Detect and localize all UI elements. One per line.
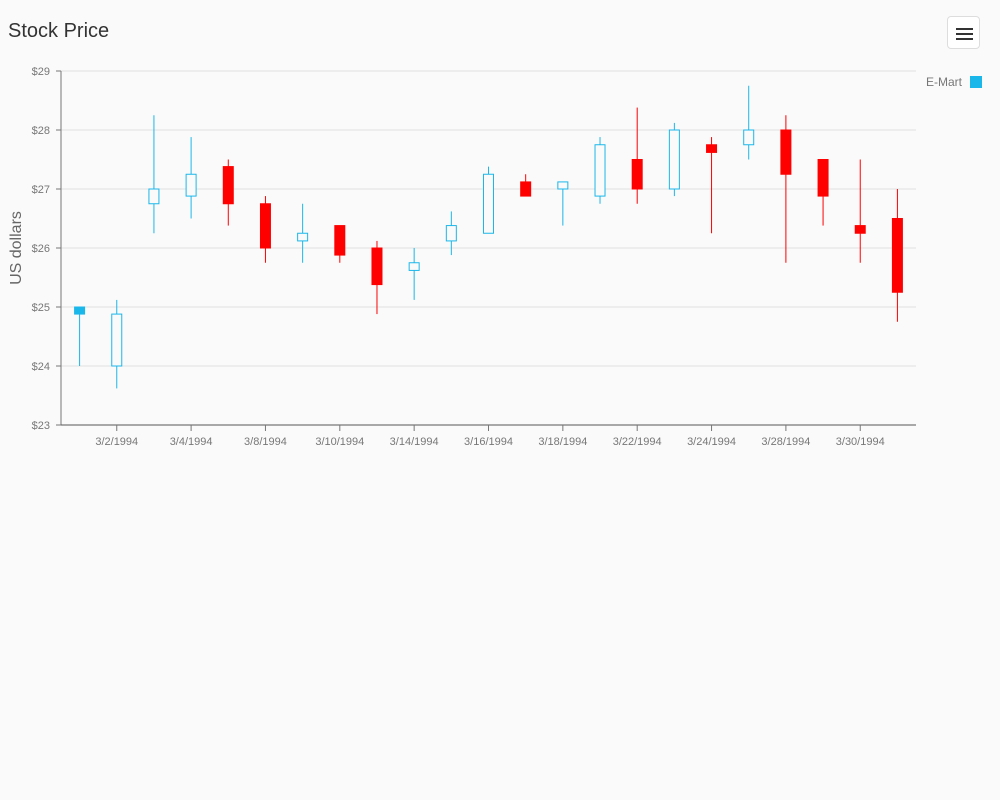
- candle[interactable]: [371, 240, 383, 315]
- y-tick-label: $29: [32, 66, 50, 78]
- candle[interactable]: [222, 159, 234, 226]
- candle-body: [408, 262, 420, 271]
- candle[interactable]: [743, 85, 755, 160]
- x-tick-label: 3/16/1994: [464, 436, 513, 448]
- menu-button[interactable]: [947, 16, 980, 49]
- candle[interactable]: [520, 174, 532, 197]
- candles: [74, 85, 903, 389]
- y-tick-label: $28: [32, 125, 50, 137]
- x-tick-label: 3/28/1994: [761, 436, 810, 448]
- x-tick-label: 3/24/1994: [687, 436, 736, 448]
- candle[interactable]: [594, 137, 606, 204]
- candle-body: [706, 144, 718, 153]
- x-tick-label: 3/4/1994: [170, 436, 213, 448]
- candle[interactable]: [408, 248, 420, 300]
- x-tick-label: 3/10/1994: [315, 436, 364, 448]
- legend[interactable]: E-Mart: [926, 75, 982, 89]
- candle-body: [334, 225, 346, 256]
- chart-title: Stock Price: [8, 20, 110, 42]
- candle-body: [817, 159, 829, 197]
- y-tick-label: $25: [32, 302, 50, 314]
- candle[interactable]: [557, 181, 569, 226]
- candle-body: [780, 129, 792, 175]
- candle[interactable]: [148, 115, 160, 234]
- x-tick-label: 3/2/1994: [95, 436, 138, 448]
- candle[interactable]: [334, 225, 346, 263]
- candle[interactable]: [891, 189, 903, 322]
- candle-body: [259, 203, 271, 249]
- candle[interactable]: [445, 211, 457, 256]
- x-tick-label: 3/8/1994: [244, 436, 287, 448]
- x-tick-label: 3/14/1994: [390, 436, 439, 448]
- candle[interactable]: [185, 137, 197, 219]
- candle[interactable]: [297, 203, 309, 263]
- x-tick-label: 3/30/1994: [836, 436, 885, 448]
- candle[interactable]: [817, 159, 829, 226]
- candle[interactable]: [706, 137, 718, 234]
- candle-body: [594, 144, 606, 197]
- candle[interactable]: [74, 306, 86, 366]
- candle-body: [185, 173, 197, 197]
- y-tick-label: $24: [32, 361, 50, 373]
- legend-swatch: [970, 76, 982, 88]
- candle-body: [891, 218, 903, 293]
- x-tick-label: 3/22/1994: [613, 436, 662, 448]
- candle-body: [111, 313, 123, 367]
- candle[interactable]: [483, 166, 494, 234]
- candle[interactable]: [631, 107, 643, 204]
- y-axis-title: US dollars: [8, 211, 25, 285]
- grid-lines: [61, 70, 916, 426]
- candle[interactable]: [111, 299, 123, 389]
- candle-body: [557, 181, 569, 190]
- candle-body: [743, 129, 755, 146]
- legend-label: E-Mart: [926, 75, 962, 89]
- candle-body: [222, 166, 234, 205]
- candle[interactable]: [668, 122, 680, 197]
- y-tick-label: $27: [32, 184, 50, 196]
- candle-body: [668, 129, 680, 190]
- y-axis-ticks: $23 $24 $25 $26 $27 $28 $29: [32, 66, 61, 432]
- candle-body: [520, 181, 532, 197]
- candle-body: [631, 159, 643, 190]
- candle-body: [297, 232, 309, 242]
- y-tick-label: $26: [32, 243, 50, 255]
- candle[interactable]: [259, 196, 271, 263]
- candle-body: [445, 225, 457, 242]
- x-axis-ticks: 3/2/1994 3/4/1994 3/8/1994 3/10/1994 3/14/19…: [95, 425, 885, 448]
- x-tick-label: 3/18/1994: [538, 436, 587, 448]
- candle-body: [148, 188, 160, 205]
- candle-body: [371, 247, 383, 286]
- candle-body: [74, 306, 86, 315]
- candle[interactable]: [854, 159, 866, 263]
- candle-body: [854, 225, 866, 234]
- candle[interactable]: [780, 115, 792, 263]
- candle-body: [483, 173, 494, 234]
- y-tick-label: $23: [32, 420, 50, 432]
